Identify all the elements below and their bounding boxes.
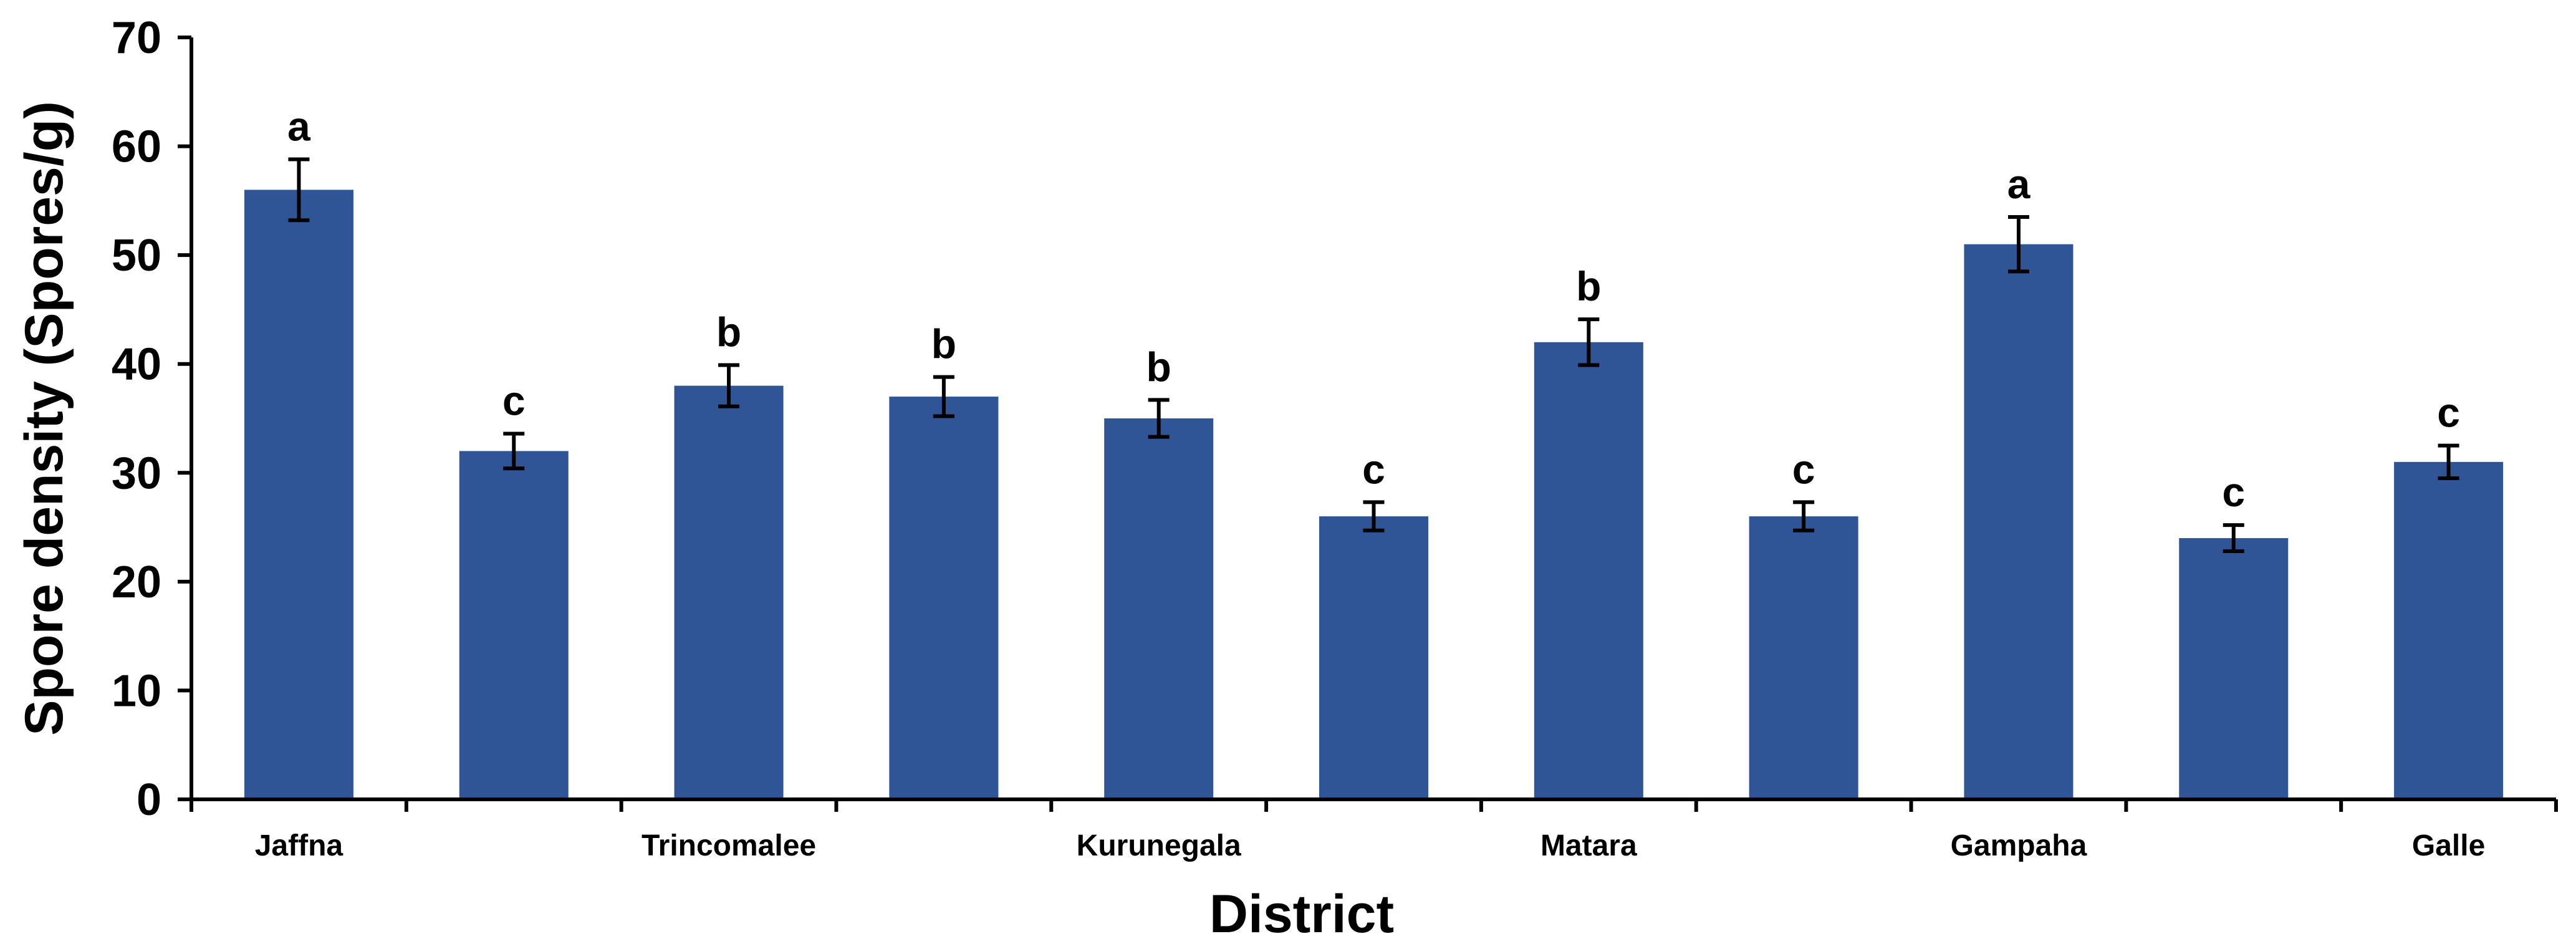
bar [1319,516,1428,799]
x-ticks [190,799,2558,812]
error-bars-group [288,157,2459,553]
significance-letter: b [716,309,741,355]
y-tick-label: 70 [112,13,161,63]
y-tick-label: 50 [112,231,161,281]
significance-letter: c [2437,390,2460,436]
bar [244,190,353,799]
significance-letter: a [287,104,311,150]
bar [1749,516,1858,799]
bar [459,451,569,799]
bar [1964,244,2074,800]
x-tick-label: Kurunegala [1077,829,1241,862]
x-tick-label: Galle [2412,829,2485,862]
significance-letter: c [1792,446,1815,492]
bar [674,385,784,799]
significance-letter: c [502,377,526,423]
significance-letter: c [2222,469,2245,515]
significance-letter: c [1362,446,1385,492]
y-tick-label: 0 [137,775,161,825]
bar [2179,538,2289,799]
x-tick-label: Jaffna [255,829,344,862]
x-tick-label: Gampaha [1951,829,2087,862]
significance-letter: b [931,321,956,367]
bar [1534,342,1643,799]
y-tick-label: 60 [112,122,161,172]
x-axis: Jaffna Trincomalee Kurunegala Matara Gampaha… [190,797,2558,862]
y-tick-label: 20 [112,557,161,607]
significance-letter: a [2007,161,2031,207]
x-tick-label: Trincomalee [642,829,816,862]
x-tick-label: Matara [1540,829,1637,862]
x-axis-title: District [1209,884,1394,944]
y-axis: 0 10 20 30 40 50 60 70 [112,13,193,825]
significance-letter: b [1146,344,1171,390]
y-tick-label: 30 [112,448,161,498]
significance-labels-group: a c b b b c b c a c c [287,104,2460,516]
bar [889,397,999,799]
y-tick-label: 10 [112,666,161,716]
bar [1104,418,1214,799]
bar [2394,461,2504,799]
y-axis-title: Spore density (Spores/g) [14,101,74,736]
y-tick-label: 40 [112,340,161,390]
bars-group [244,190,2504,800]
plot-area: a c b b b c b c a c c [244,104,2504,800]
y-ticks: 0 10 20 30 40 50 60 70 [112,13,191,825]
significance-letter: b [1576,263,1601,309]
x-tick-labels: Jaffna Trincomalee Kurunegala Matara Gampaha… [255,829,2486,862]
